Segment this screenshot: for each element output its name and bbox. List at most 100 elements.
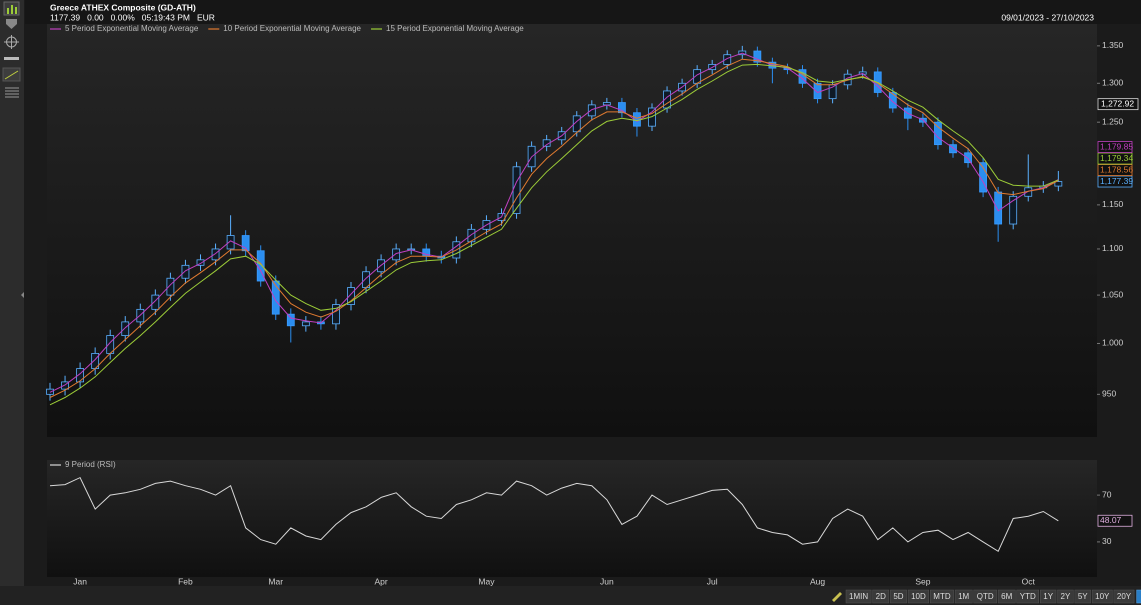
candle-body <box>271 280 280 315</box>
range-button[interactable] <box>1113 589 1135 604</box>
candle-body <box>949 144 957 154</box>
x-tick-label: Jun <box>600 576 614 586</box>
x-tick-label: Mar <box>268 576 283 586</box>
y-tick-label: 1.350 <box>1102 40 1124 50</box>
range-button[interactable] <box>1016 589 1039 604</box>
candle-body <box>46 388 54 395</box>
last-value-label: 1,178.56 <box>1100 164 1133 174</box>
legend-label: 9 Period (RSI) <box>65 460 116 469</box>
range-button-label[interactable]: 2Y <box>1061 592 1071 601</box>
range-button[interactable] <box>1091 589 1113 604</box>
range-button[interactable] <box>1040 589 1057 604</box>
candle-body <box>286 313 295 327</box>
range-button[interactable] <box>954 589 973 604</box>
tool-table[interactable] <box>5 87 19 98</box>
y-tick-label: 950 <box>1102 389 1116 399</box>
toolbar-icons[interactable] <box>2 1 24 298</box>
legend-label: 5 Period Exponential Moving Average <box>65 24 199 33</box>
range-button-label[interactable]: 2D <box>876 592 886 601</box>
tool-shield[interactable] <box>6 19 17 29</box>
quote-field: 0.00 <box>87 12 104 22</box>
candle-body <box>392 248 401 261</box>
collapse-arrow[interactable] <box>21 292 24 298</box>
instrument-title: Greece ATHEX Composite (GD-ATH) <box>50 2 196 12</box>
range-button-label[interactable]: QTD <box>977 592 994 601</box>
range-button[interactable] <box>1074 589 1091 604</box>
last-value-label: 1,177.39 <box>1100 176 1133 186</box>
candle-body <box>196 259 205 266</box>
quote-field: 0.00% <box>111 12 136 22</box>
range-button-label[interactable]: MTD <box>933 592 951 601</box>
candle-body <box>813 82 822 100</box>
candle-body <box>964 152 972 164</box>
candle-body <box>1054 181 1063 187</box>
price-panel <box>47 24 1097 437</box>
range-button-label[interactable]: 1Y <box>1043 592 1053 601</box>
last-value-box <box>1097 514 1133 527</box>
price-marker-label: 1,272.92 <box>1101 98 1134 108</box>
last-value-label: 48.07 <box>1100 515 1122 525</box>
range-button[interactable] <box>845 589 872 604</box>
candle-body <box>888 92 897 109</box>
tool-icon-bar <box>15 7 17 14</box>
last-value-box <box>1097 164 1133 176</box>
candle-body <box>181 264 190 279</box>
y-tick-label: 1.000 <box>1102 338 1124 348</box>
last-value-box <box>1097 175 1133 188</box>
x-tick-label: Sep <box>915 576 930 586</box>
last-value-box <box>1097 141 1133 153</box>
range-button[interactable] <box>973 589 997 604</box>
tool-trend-icon <box>4 70 19 80</box>
range-button[interactable] <box>997 589 1016 604</box>
y-tick-label: 1.150 <box>1102 199 1124 209</box>
quote-field: EUR <box>197 12 215 22</box>
quote-field: 05:19:43 PM <box>142 12 190 22</box>
range-button-label[interactable]: 10D <box>911 592 926 601</box>
x-tick-label: Oct <box>1022 576 1036 586</box>
series-line <box>49 476 1059 553</box>
tool-crosshair-lines <box>4 35 19 49</box>
candle-body <box>753 50 762 63</box>
range-button[interactable] <box>872 589 890 604</box>
series-line <box>49 52 1059 393</box>
y-tick-label: 70 <box>1102 489 1112 499</box>
range-button-calendar[interactable] <box>1136 589 1141 604</box>
candle-body <box>572 115 581 133</box>
quote-field: 1177.39 <box>50 12 80 22</box>
range-button-label[interactable]: 5D <box>893 592 903 601</box>
range-button-label[interactable]: 1MIN <box>849 592 868 601</box>
last-value-box <box>1097 152 1133 165</box>
range-button[interactable] <box>907 589 930 604</box>
range-button[interactable] <box>890 589 907 604</box>
candle-body <box>512 166 521 214</box>
candle-body <box>166 277 175 296</box>
candle-body <box>467 228 476 243</box>
series-line <box>49 63 1059 406</box>
legend-label: 15 Period Exponential Moving Average <box>386 24 524 33</box>
draw-tool-icon[interactable] <box>832 592 842 602</box>
header-bar <box>25 0 1141 24</box>
range-button-label[interactable]: 6M <box>1001 592 1012 601</box>
range-button-label[interactable]: 1M <box>958 592 969 601</box>
range-button-label[interactable]: 20Y <box>1117 592 1132 601</box>
candle-body <box>587 104 596 117</box>
tool-line[interactable] <box>4 57 19 60</box>
range-button[interactable] <box>1057 589 1074 604</box>
candle-body <box>1009 195 1018 225</box>
last-value-label: 1,179.34 <box>1100 153 1133 163</box>
candle-body <box>76 368 84 383</box>
range-button[interactable] <box>930 589 954 604</box>
x-tick-label: Aug <box>810 576 825 586</box>
range-button-label[interactable]: YTD <box>1020 592 1036 601</box>
candle-body <box>618 102 626 114</box>
price-marker-box <box>1097 98 1139 111</box>
candle-body <box>121 321 130 336</box>
candle-body <box>211 248 220 261</box>
candle-body <box>241 235 250 252</box>
range-button-label[interactable]: 10Y <box>1095 592 1110 601</box>
candle-body <box>347 287 355 305</box>
y-tick-label: 1.100 <box>1102 243 1124 253</box>
range-button-label[interactable]: 5Y <box>1078 592 1088 601</box>
y-tick-label: 1.300 <box>1102 78 1124 88</box>
